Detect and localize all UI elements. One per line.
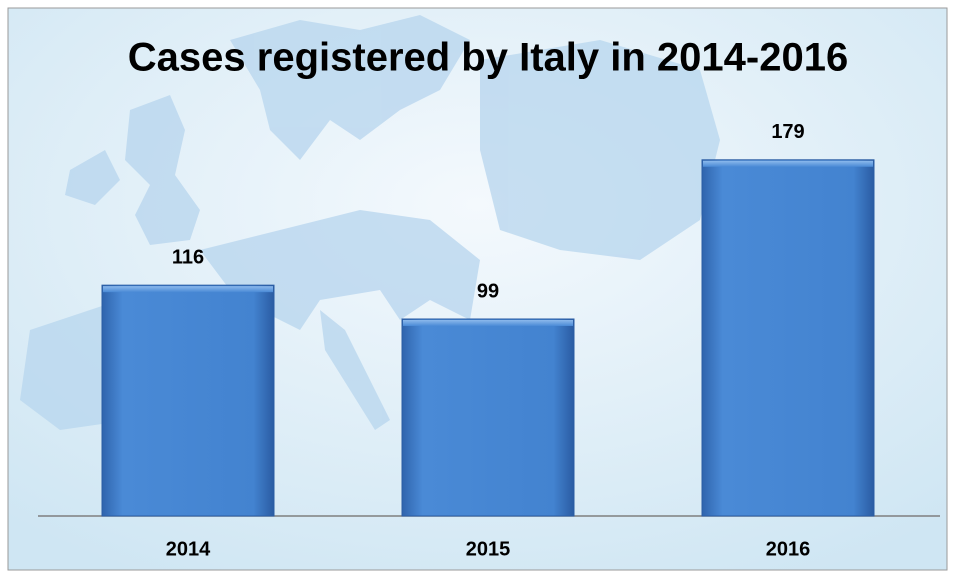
bar xyxy=(701,159,875,517)
bar-bevel xyxy=(403,319,573,326)
x-tick-label: 2015 xyxy=(466,538,511,560)
bar-bevel xyxy=(703,160,873,167)
bar-bevel xyxy=(103,286,273,293)
value-label: 99 xyxy=(477,280,499,302)
chart-title: Cases registered by Italy in 2014-2016 xyxy=(128,36,848,80)
value-label: 179 xyxy=(771,121,804,143)
bar xyxy=(401,318,575,517)
x-tick-label: 2014 xyxy=(166,538,211,560)
value-label: 116 xyxy=(172,246,204,268)
bar xyxy=(101,284,275,517)
x-tick-label: 2016 xyxy=(766,538,811,560)
